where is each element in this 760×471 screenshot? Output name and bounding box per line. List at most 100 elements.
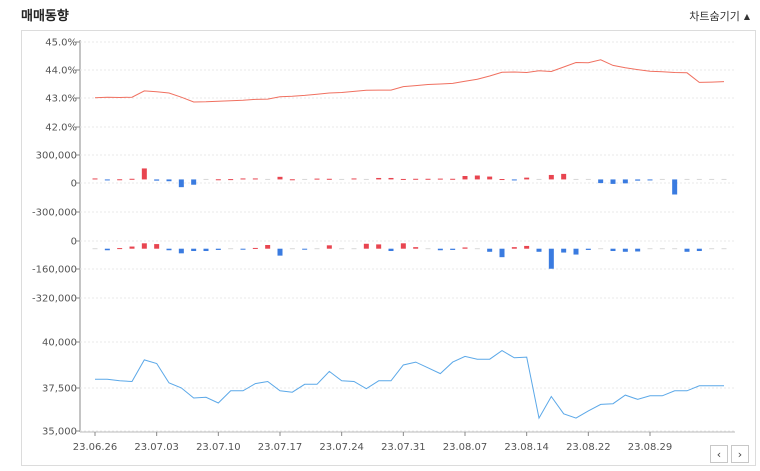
bar-zero	[672, 248, 678, 250]
bar-negative	[178, 179, 184, 188]
bar-positive	[141, 168, 147, 180]
bar-positive	[511, 247, 517, 249]
bar-positive	[289, 179, 295, 181]
bar-positive	[474, 175, 480, 180]
x-tick-label: 23.06.26	[73, 442, 118, 453]
bar-negative	[154, 179, 160, 181]
bar-positive	[561, 173, 567, 180]
bar-positive	[141, 243, 147, 249]
bar-negative	[388, 248, 394, 252]
bar-positive	[524, 245, 530, 249]
bar-negative	[622, 179, 628, 184]
bar-positive	[129, 246, 135, 249]
bar-zero	[203, 178, 209, 180]
bar-negative	[610, 248, 616, 252]
bar-negative	[178, 248, 184, 254]
bar-zero	[536, 178, 542, 180]
y-tick-label: -320,000	[32, 294, 77, 305]
bar-zero	[598, 248, 604, 250]
bar-zero	[339, 248, 345, 250]
bar-negative	[302, 248, 308, 250]
y-tick-label: 300,000	[36, 151, 77, 162]
bar-positive	[524, 177, 530, 180]
x-tick-label: 23.07.03	[134, 442, 179, 453]
bar-zero	[314, 248, 320, 250]
bar-zero	[92, 248, 98, 250]
bar-positive	[252, 178, 258, 180]
bar-zero	[573, 178, 579, 180]
y-tick-label: 37,500	[42, 384, 77, 395]
next-page-button[interactable]: ›	[731, 445, 749, 463]
bar-negative	[635, 248, 641, 252]
bar-positive	[462, 176, 468, 180]
bar-positive	[252, 247, 258, 249]
bar-positive	[413, 247, 419, 249]
bar-zero	[659, 248, 665, 250]
bar-zero	[474, 248, 480, 250]
chart-frame	[21, 30, 756, 466]
bar-negative	[610, 179, 616, 184]
bar-positive	[413, 178, 419, 180]
bar-positive	[351, 178, 357, 180]
y-tick-label: 42.0%	[45, 123, 77, 134]
bar-positive	[154, 244, 160, 249]
bar-zero	[265, 178, 271, 180]
bar-negative	[622, 248, 628, 252]
ratio-line	[94, 59, 725, 103]
bar-positive	[240, 178, 246, 180]
bar-positive	[363, 243, 369, 249]
bar-positive	[388, 177, 394, 180]
prev-page-button[interactable]: ‹	[710, 445, 728, 463]
bar-positive	[129, 178, 135, 180]
x-tick-label: 23.07.17	[258, 442, 303, 453]
bar-zero	[228, 248, 234, 250]
bar-positive	[400, 243, 406, 249]
bar-negative	[166, 179, 172, 182]
x-tick-label: 23.07.24	[319, 442, 364, 453]
bar-positive	[215, 179, 221, 181]
bar-zero	[684, 178, 690, 180]
y-tick-label: 45.0%	[45, 38, 77, 49]
bar-negative	[240, 248, 246, 250]
page-title: 매매동향	[21, 9, 69, 24]
bar-negative	[696, 248, 702, 252]
x-tick-label: 23.08.22	[566, 442, 611, 453]
bar-negative	[203, 248, 209, 252]
bar-negative	[647, 179, 653, 181]
bar-positive	[437, 178, 443, 180]
bar-negative	[684, 248, 690, 252]
bar-zero	[647, 248, 653, 250]
bar-positive	[228, 179, 234, 181]
bar-positive	[314, 178, 320, 180]
bar-negative	[487, 248, 493, 252]
bar-negative	[536, 248, 542, 252]
bar-positive	[92, 178, 98, 180]
bar-positive	[450, 178, 456, 180]
bar-positive	[487, 176, 493, 180]
y-tick-label: -300,000	[32, 208, 77, 219]
bar-zero	[302, 178, 308, 180]
bar-negative	[104, 248, 110, 251]
bar-zero	[709, 178, 715, 180]
y-tick-label: 0	[71, 179, 77, 190]
bar-positive	[548, 174, 554, 180]
bar-zero	[585, 178, 591, 180]
bar-zero	[721, 178, 727, 180]
bar-positive	[376, 244, 382, 249]
bar-positive	[499, 179, 505, 181]
hide-chart-toggle[interactable]: 차트숨기기 ▲	[689, 8, 750, 24]
bar-positive	[277, 176, 283, 180]
bar-negative	[437, 248, 443, 251]
bar-negative	[561, 248, 567, 253]
bar-positive	[425, 178, 431, 180]
x-tick-label: 23.08.29	[628, 442, 673, 453]
bar-negative	[635, 179, 641, 181]
bar-negative	[573, 248, 579, 255]
y-tick-label: 0	[71, 237, 77, 248]
bar-zero	[339, 178, 345, 180]
bar-zero	[696, 178, 702, 180]
bar-zero	[425, 248, 431, 250]
bar-zero	[721, 248, 727, 250]
x-tick-label: 23.07.31	[381, 442, 426, 453]
bar-negative	[511, 179, 517, 181]
